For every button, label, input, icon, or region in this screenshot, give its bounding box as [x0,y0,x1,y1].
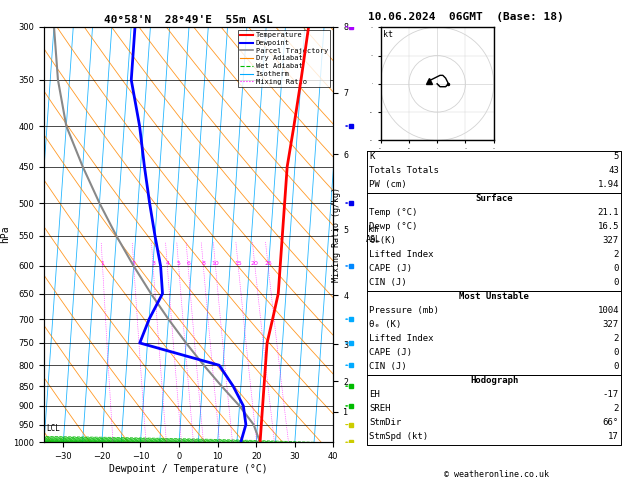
Text: Mixing Ratio (g/kg): Mixing Ratio (g/kg) [332,187,341,282]
Text: 2: 2 [613,404,619,413]
Text: 1.94: 1.94 [598,180,619,189]
Text: 25: 25 [264,261,272,266]
Text: K: K [369,152,375,161]
Text: LCL: LCL [46,424,60,433]
Text: Temp (°C): Temp (°C) [369,208,418,217]
Y-axis label: km
ASL: km ASL [365,225,381,244]
Text: 5: 5 [177,261,181,266]
Text: 327: 327 [603,320,619,329]
Text: CIN (J): CIN (J) [369,278,407,287]
Text: 1: 1 [101,261,104,266]
Text: 15: 15 [235,261,242,266]
Text: 10: 10 [211,261,220,266]
Text: CAPE (J): CAPE (J) [369,348,412,357]
Text: 10.06.2024  06GMT  (Base: 18): 10.06.2024 06GMT (Base: 18) [368,12,564,22]
Text: 0: 0 [613,264,619,273]
Text: 2: 2 [613,334,619,343]
Text: EH: EH [369,390,380,399]
Text: Totals Totals: Totals Totals [369,166,439,175]
Text: 2: 2 [613,250,619,259]
Text: 5: 5 [613,152,619,161]
Text: StmSpd (kt): StmSpd (kt) [369,432,428,441]
Text: StmDir: StmDir [369,418,401,427]
Text: Hodograph: Hodograph [470,376,518,385]
Text: 2: 2 [131,261,136,266]
Text: -17: -17 [603,390,619,399]
Text: 17: 17 [608,432,619,441]
Text: CAPE (J): CAPE (J) [369,264,412,273]
Text: 327: 327 [603,236,619,245]
Text: 21.1: 21.1 [598,208,619,217]
Text: Lifted Index: Lifted Index [369,250,434,259]
Text: kt: kt [384,30,393,39]
Y-axis label: hPa: hPa [1,226,11,243]
X-axis label: Dewpoint / Temperature (°C): Dewpoint / Temperature (°C) [109,464,268,474]
Text: PW (cm): PW (cm) [369,180,407,189]
Title: 40°58'N  28°49'E  55m ASL: 40°58'N 28°49'E 55m ASL [104,15,273,25]
Text: 0: 0 [613,348,619,357]
Text: 6: 6 [186,261,190,266]
Text: 43: 43 [608,166,619,175]
Text: 20: 20 [251,261,259,266]
Text: Lifted Index: Lifted Index [369,334,434,343]
Text: Most Unstable: Most Unstable [459,292,529,301]
Legend: Temperature, Dewpoint, Parcel Trajectory, Dry Adiabat, Wet Adiabat, Isotherm, Mi: Temperature, Dewpoint, Parcel Trajectory… [238,30,330,87]
Text: CIN (J): CIN (J) [369,362,407,371]
Text: 1004: 1004 [598,306,619,315]
Text: Surface: Surface [476,194,513,203]
Text: θₑ(K): θₑ(K) [369,236,396,245]
Text: 8: 8 [201,261,205,266]
Text: 0: 0 [613,278,619,287]
Text: SREH: SREH [369,404,391,413]
Text: 0: 0 [613,362,619,371]
Text: 4: 4 [165,261,169,266]
Text: Pressure (mb): Pressure (mb) [369,306,439,315]
Text: Dewp (°C): Dewp (°C) [369,222,418,231]
Text: 3: 3 [151,261,155,266]
Text: 16.5: 16.5 [598,222,619,231]
Text: © weatheronline.co.uk: © weatheronline.co.uk [445,469,549,479]
Text: 66°: 66° [603,418,619,427]
Text: θₑ (K): θₑ (K) [369,320,401,329]
